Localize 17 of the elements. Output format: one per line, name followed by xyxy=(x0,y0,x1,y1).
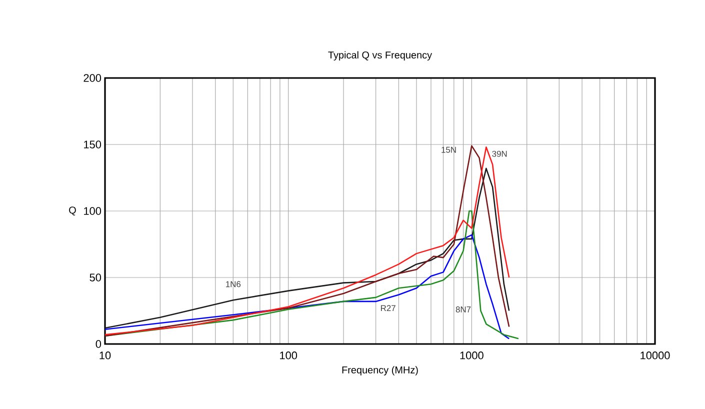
x-tick-label: 100 xyxy=(280,352,298,360)
x-axis-title: Frequency (MHz) xyxy=(342,366,418,376)
y-tick-label: 100 xyxy=(84,207,102,215)
x-tick-label: 10000 xyxy=(640,352,670,360)
series-label: 1N6 xyxy=(226,281,241,288)
y-axis-title: Q xyxy=(69,206,76,216)
series-label: 8N7 xyxy=(456,306,471,312)
y-tick-label: 150 xyxy=(84,140,102,148)
y-tick-label: 0 xyxy=(96,340,102,348)
x-tick-label: 1000 xyxy=(460,352,484,360)
series-label: R27 xyxy=(380,305,396,312)
chart-title: Typical Q vs Frequency xyxy=(328,51,432,60)
series-label: 15N xyxy=(442,146,456,153)
y-tick-label: 200 xyxy=(84,74,102,82)
series-label: 39N xyxy=(492,150,507,157)
x-tick-label: 10 xyxy=(100,352,111,360)
y-tick-label: 50 xyxy=(90,274,102,282)
